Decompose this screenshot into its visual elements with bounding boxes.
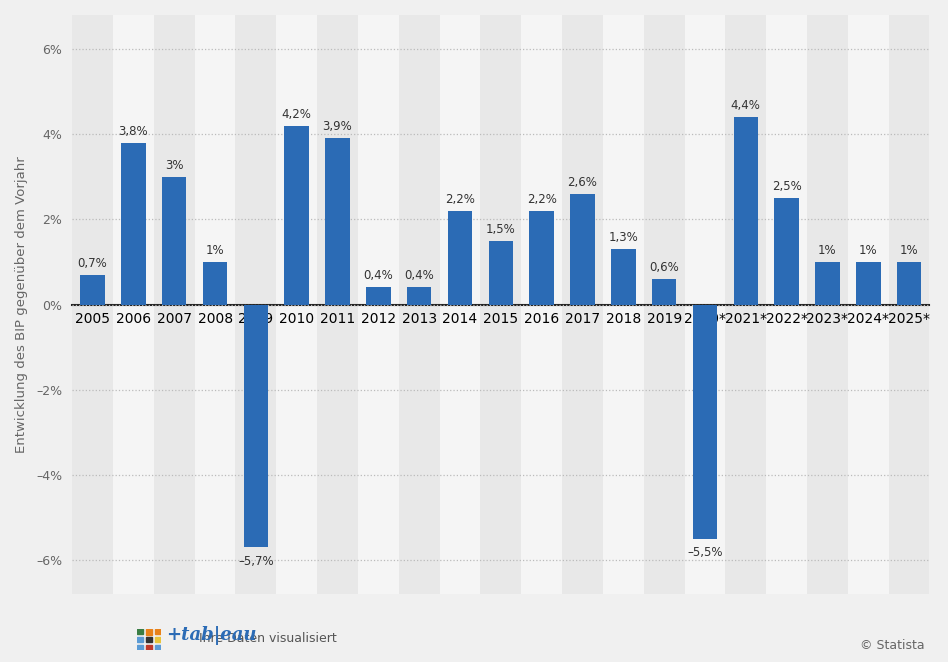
Bar	[693, 305, 718, 539]
Bar	[399, 15, 440, 594]
Bar	[440, 15, 481, 594]
Bar	[848, 15, 888, 594]
Text: 1,5%: 1,5%	[486, 222, 516, 236]
Bar	[888, 15, 929, 594]
Text: 3,8%: 3,8%	[118, 124, 148, 138]
Bar	[562, 15, 603, 594]
Bar	[775, 198, 799, 305]
Bar	[807, 15, 848, 594]
Bar	[155, 645, 161, 650]
Bar	[603, 15, 644, 594]
Bar	[72, 15, 113, 594]
Bar	[611, 249, 635, 305]
Bar	[407, 287, 431, 305]
Text: 2,2%: 2,2%	[527, 193, 556, 206]
Bar	[725, 15, 766, 594]
Bar	[366, 287, 391, 305]
Bar	[684, 15, 725, 594]
Text: +tab|eau: +tab|eau	[166, 626, 256, 645]
Bar	[162, 177, 187, 305]
Bar	[644, 15, 684, 594]
Text: 2,2%: 2,2%	[445, 193, 475, 206]
Bar	[137, 645, 143, 650]
Bar	[137, 629, 143, 634]
Bar	[358, 15, 399, 594]
Bar	[244, 305, 268, 547]
Text: 2,5%: 2,5%	[772, 180, 801, 193]
Bar	[276, 15, 318, 594]
Text: 0,4%: 0,4%	[404, 269, 434, 283]
Text: 4,2%: 4,2%	[282, 108, 312, 120]
Bar	[521, 15, 562, 594]
Bar	[137, 637, 143, 642]
Bar	[146, 645, 153, 650]
Text: –5,7%: –5,7%	[238, 555, 274, 568]
Bar	[146, 630, 153, 635]
Y-axis label: Entwicklung des BIP gegenüber dem Vorjahr: Entwicklung des BIP gegenüber dem Vorjah…	[15, 156, 28, 453]
Text: 1%: 1%	[900, 244, 919, 257]
Text: Ihre Daten visualisiert: Ihre Daten visualisiert	[199, 632, 337, 645]
Bar	[121, 143, 146, 305]
Bar	[897, 262, 921, 305]
Bar	[318, 15, 358, 594]
Bar	[154, 15, 194, 594]
Bar	[652, 279, 676, 305]
Text: 3%: 3%	[165, 159, 184, 171]
Text: 1%: 1%	[859, 244, 878, 257]
Bar	[146, 637, 153, 642]
Bar	[284, 126, 309, 305]
Bar	[194, 15, 235, 594]
Text: 4,4%: 4,4%	[731, 99, 760, 112]
Bar	[155, 637, 161, 642]
Bar	[488, 241, 513, 305]
Bar	[815, 262, 840, 305]
Bar	[766, 15, 807, 594]
Bar	[856, 262, 881, 305]
Bar	[734, 117, 758, 305]
Text: –5,5%: –5,5%	[687, 546, 722, 559]
Text: 3,9%: 3,9%	[322, 120, 353, 133]
Bar	[571, 194, 594, 305]
Text: 1%: 1%	[206, 244, 225, 257]
Bar	[529, 211, 554, 305]
Text: 0,6%: 0,6%	[649, 261, 679, 274]
Text: © Statista: © Statista	[860, 639, 924, 652]
Bar	[447, 211, 472, 305]
Bar	[113, 15, 154, 594]
Bar	[81, 275, 105, 305]
Text: 0,4%: 0,4%	[363, 269, 393, 283]
Bar	[325, 138, 350, 305]
Text: 1,3%: 1,3%	[609, 231, 638, 244]
Bar	[235, 15, 276, 594]
Text: 1%: 1%	[818, 244, 837, 257]
Text: 0,7%: 0,7%	[78, 257, 107, 269]
Bar	[481, 15, 521, 594]
Text: 2,6%: 2,6%	[568, 175, 597, 189]
Bar	[203, 262, 228, 305]
Bar	[155, 629, 161, 634]
